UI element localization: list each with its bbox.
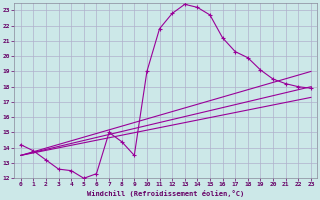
X-axis label: Windchill (Refroidissement éolien,°C): Windchill (Refroidissement éolien,°C) — [87, 190, 244, 197]
